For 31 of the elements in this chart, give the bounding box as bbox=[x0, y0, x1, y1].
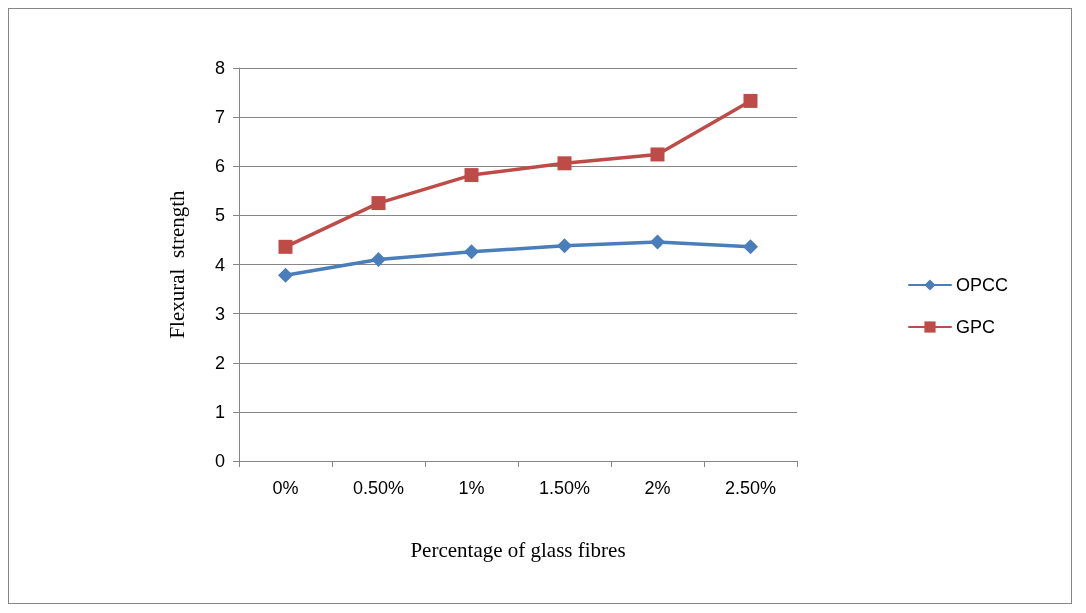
point bbox=[650, 234, 665, 250]
point bbox=[557, 156, 572, 171]
point bbox=[278, 239, 293, 254]
y-axis-title: Flexural strength bbox=[164, 189, 189, 339]
point bbox=[743, 93, 758, 108]
point bbox=[371, 252, 386, 268]
y-tick-label: 4 bbox=[214, 254, 225, 275]
x-tick-label: 0.50% bbox=[352, 478, 405, 498]
point bbox=[464, 244, 479, 260]
point bbox=[278, 267, 293, 283]
y-tick-label: 6 bbox=[214, 156, 225, 177]
point bbox=[371, 196, 386, 211]
y-tick-label: 5 bbox=[214, 205, 225, 226]
x-tick-label: 2.50% bbox=[724, 478, 777, 498]
y-tick-label: 8 bbox=[214, 58, 225, 78]
legend-label: OPCC bbox=[956, 275, 1009, 295]
x-tick-label: 2% bbox=[644, 478, 671, 498]
y-tick-label: 0 bbox=[214, 451, 225, 471]
y-tick-label: 2 bbox=[214, 352, 225, 373]
point bbox=[464, 168, 479, 183]
point bbox=[557, 238, 572, 254]
x-tick-label: 1% bbox=[458, 478, 485, 498]
y-tick-label: 1 bbox=[214, 401, 225, 422]
x-tick-label: 1.50% bbox=[538, 478, 591, 498]
y-tick-label: 7 bbox=[214, 107, 225, 128]
y-tick-label: 3 bbox=[214, 303, 225, 324]
point bbox=[650, 147, 665, 162]
point bbox=[743, 239, 758, 255]
x-tick-label: 0% bbox=[272, 478, 299, 498]
legend-label: GPC bbox=[956, 317, 996, 337]
x-axis-title: Percentage of glass fibres bbox=[410, 537, 626, 562]
